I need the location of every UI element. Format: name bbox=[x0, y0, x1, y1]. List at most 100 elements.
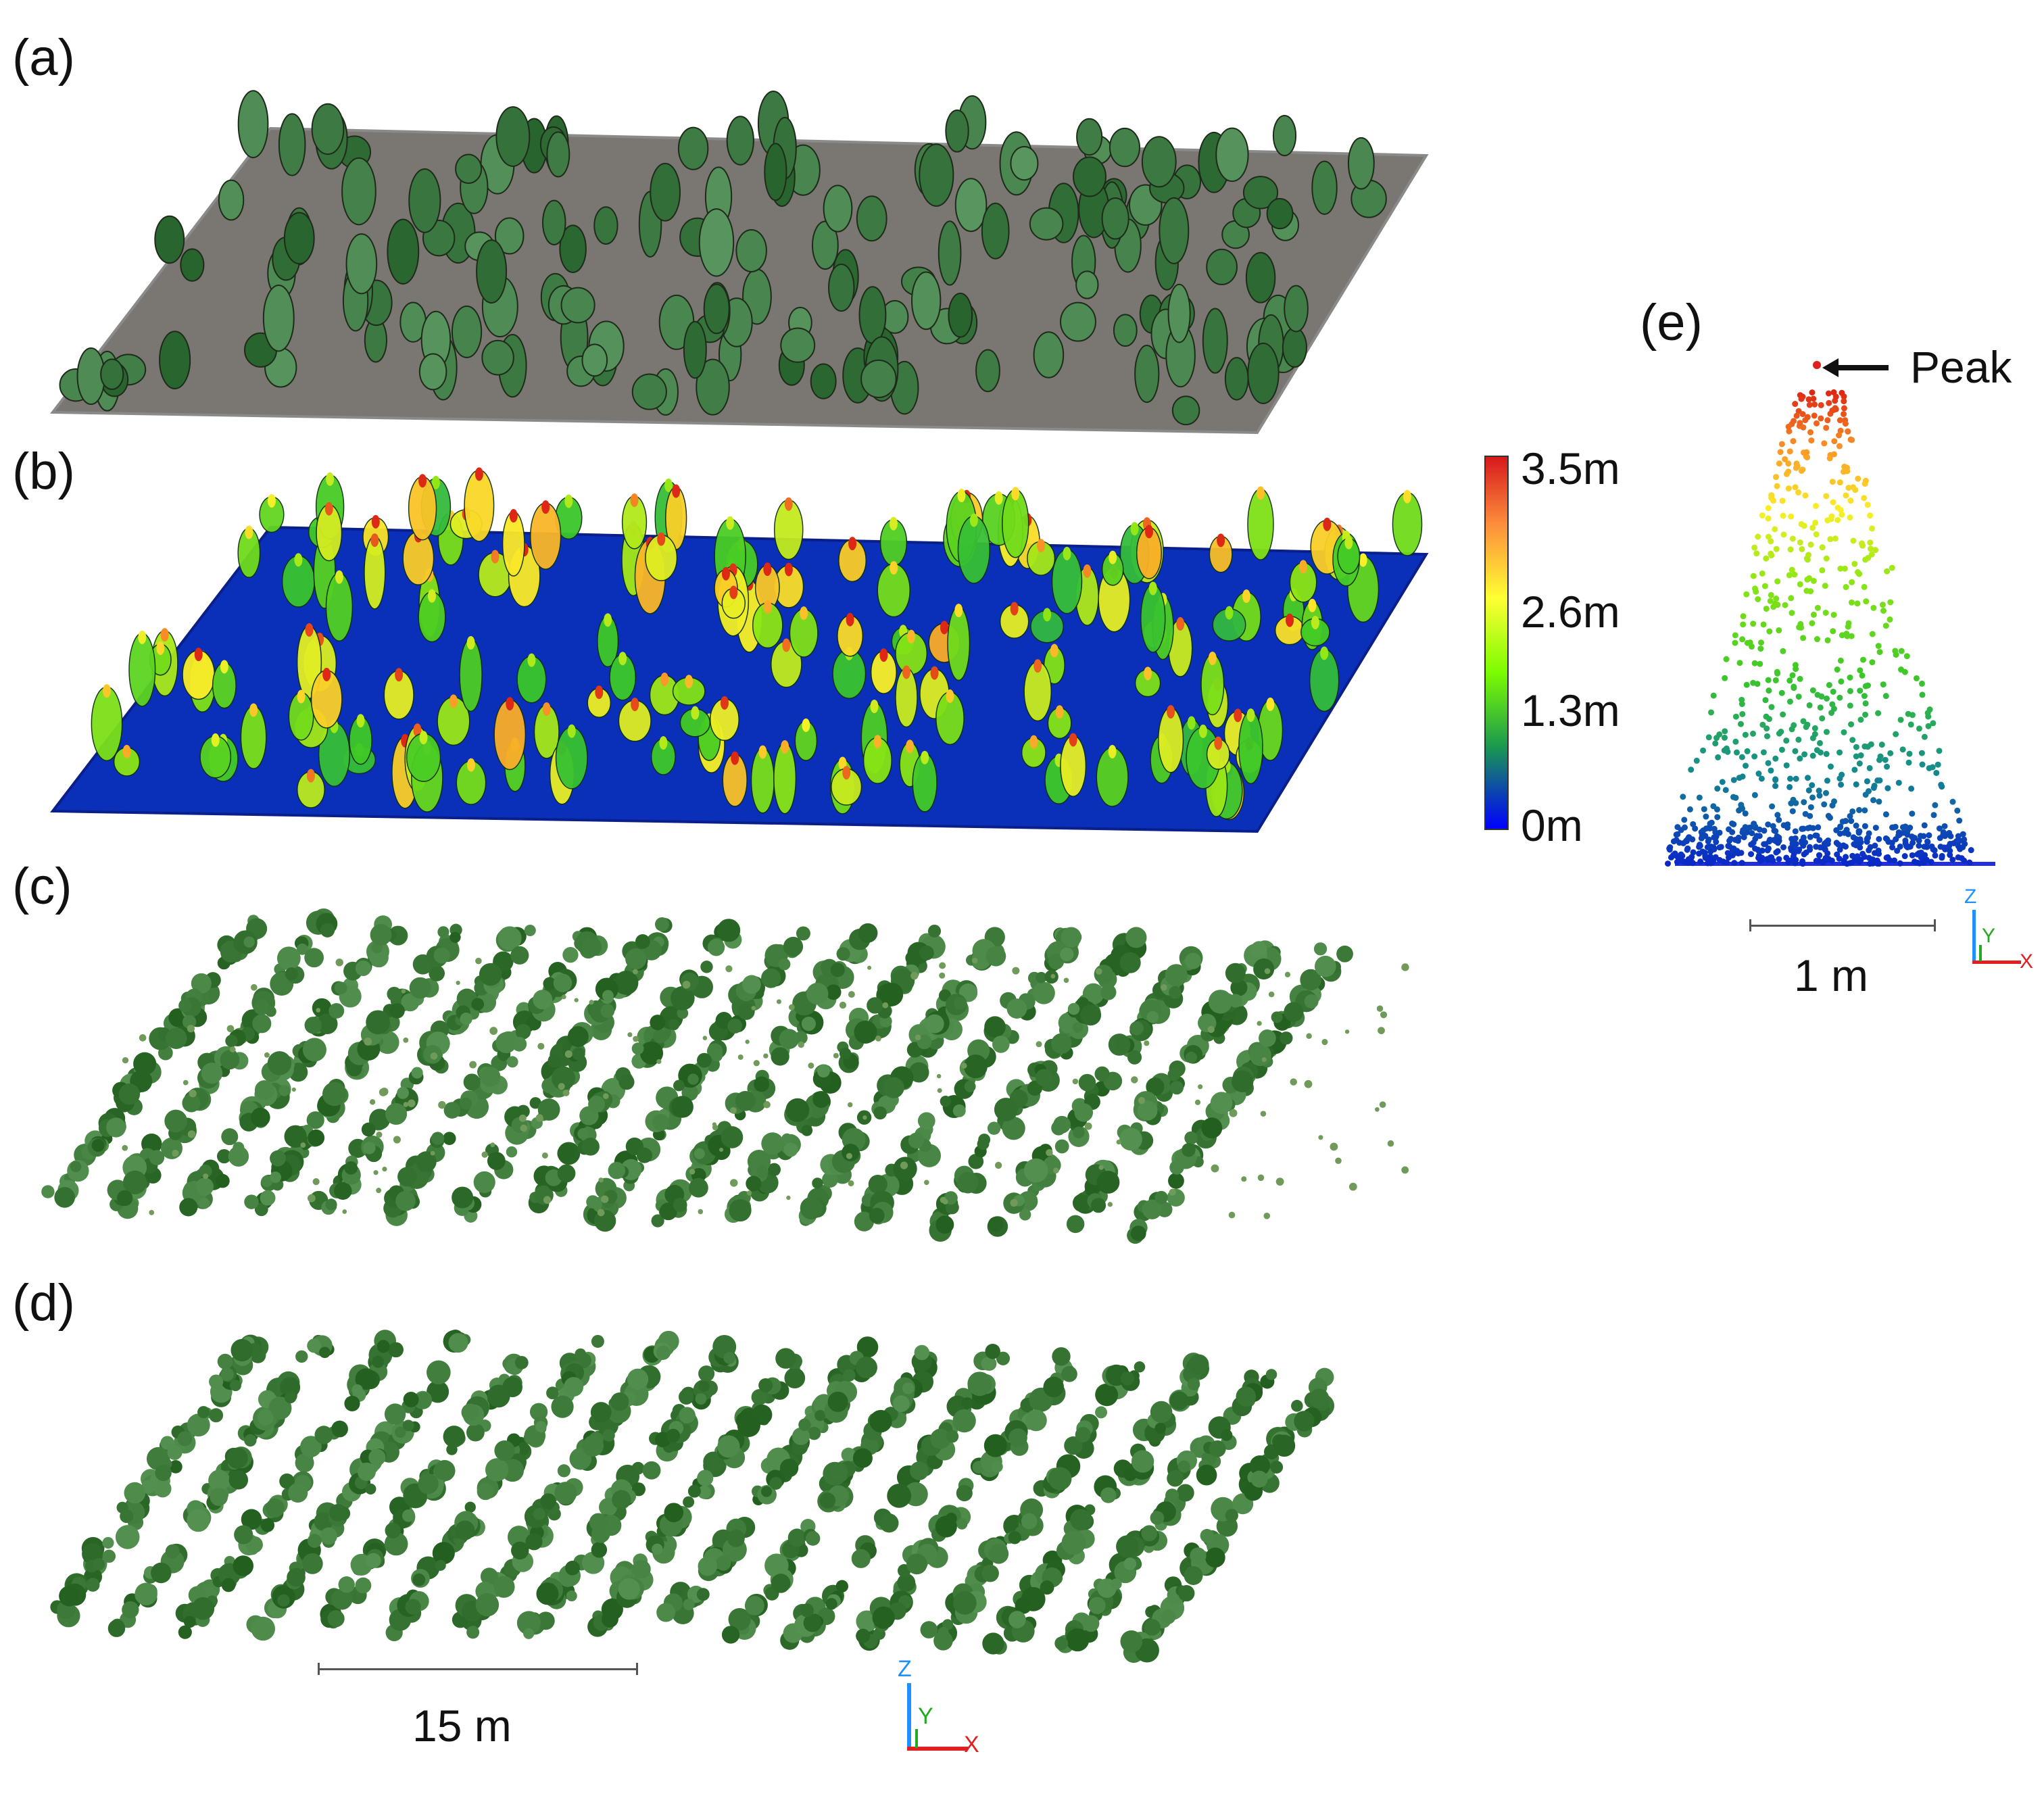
tree-crown bbox=[945, 110, 969, 153]
tree-point bbox=[577, 1128, 589, 1140]
profile-point bbox=[1843, 492, 1849, 499]
profile-point bbox=[1816, 739, 1823, 746]
profile-point bbox=[1768, 591, 1774, 598]
profile-point bbox=[1849, 579, 1855, 585]
profile-point bbox=[1866, 764, 1873, 771]
profile-point bbox=[1831, 438, 1838, 445]
profile-point bbox=[1681, 817, 1688, 823]
profile-point bbox=[1805, 825, 1811, 831]
profile-point bbox=[1809, 782, 1816, 789]
tree-point bbox=[322, 1082, 347, 1107]
profile-point bbox=[1855, 475, 1862, 482]
profile-point bbox=[1807, 812, 1814, 819]
axis-triad-detail: Z Y X bbox=[1960, 885, 2041, 973]
profile-point bbox=[1847, 674, 1853, 681]
tree-point bbox=[781, 1133, 793, 1144]
profile-point bbox=[1793, 666, 1799, 673]
profile-point bbox=[1813, 858, 1820, 865]
tree-point bbox=[783, 936, 804, 957]
tree-point bbox=[812, 1090, 830, 1109]
tree-point bbox=[515, 1023, 531, 1040]
profile-point bbox=[1876, 835, 1882, 842]
tree-point bbox=[553, 973, 573, 992]
tree-point bbox=[602, 990, 614, 1002]
tree-top bbox=[921, 750, 929, 764]
profile-point bbox=[1871, 782, 1878, 789]
tree-point bbox=[636, 1147, 652, 1163]
tree-top bbox=[969, 513, 978, 527]
tree-point bbox=[409, 977, 431, 999]
tree-point bbox=[806, 982, 829, 1005]
profile-point bbox=[1779, 497, 1786, 504]
profile-point bbox=[1880, 608, 1887, 614]
tree-point bbox=[325, 1198, 337, 1211]
tree-point bbox=[631, 1042, 644, 1055]
tree-top bbox=[431, 475, 440, 489]
tree-point bbox=[387, 986, 402, 1002]
profile-point bbox=[1843, 584, 1849, 591]
profile-point bbox=[1841, 405, 1847, 412]
profile-point bbox=[1902, 823, 1909, 830]
profile-point bbox=[1760, 749, 1767, 756]
profile-point bbox=[1949, 798, 1956, 805]
tree-top bbox=[1010, 602, 1019, 616]
profile-point bbox=[1814, 604, 1821, 611]
tree-crown bbox=[1075, 270, 1099, 299]
tree-point bbox=[344, 1161, 358, 1175]
tree-point bbox=[220, 1050, 240, 1070]
tree-point bbox=[276, 946, 301, 971]
profile-point bbox=[1772, 755, 1779, 762]
profile-point bbox=[1740, 621, 1747, 628]
profile-point bbox=[1795, 736, 1802, 743]
tree-point bbox=[397, 1086, 410, 1099]
profile-point bbox=[1857, 716, 1864, 723]
tree-crown bbox=[1167, 283, 1191, 343]
profile-point bbox=[1777, 449, 1784, 456]
tree-point bbox=[817, 1065, 830, 1078]
profile-point bbox=[1856, 760, 1863, 767]
tree-point bbox=[651, 1214, 664, 1228]
profile-point bbox=[1696, 794, 1703, 801]
tree-top bbox=[466, 758, 475, 772]
tree-point bbox=[689, 1177, 708, 1198]
profile-point bbox=[1858, 540, 1865, 547]
tree-top bbox=[930, 666, 939, 680]
profile-point bbox=[1693, 757, 1700, 764]
profile-point bbox=[1866, 847, 1872, 854]
profile-point bbox=[1757, 858, 1763, 865]
tree-point bbox=[551, 1066, 576, 1090]
tree-point bbox=[812, 1177, 823, 1189]
profile-point bbox=[1795, 489, 1802, 496]
tree-point bbox=[449, 931, 461, 943]
tree-point bbox=[459, 1097, 472, 1110]
tree-top bbox=[731, 751, 739, 765]
profile-point bbox=[1807, 541, 1814, 548]
profile-point bbox=[1743, 681, 1750, 688]
profile-point bbox=[1724, 859, 1730, 866]
tree-point bbox=[495, 1031, 517, 1054]
tree-top bbox=[848, 537, 857, 551]
profile-point bbox=[1748, 851, 1755, 858]
tree-crown bbox=[560, 287, 595, 324]
tree-point bbox=[165, 1027, 187, 1049]
tree-top bbox=[879, 648, 888, 662]
profile-point bbox=[1824, 777, 1830, 784]
tree-top bbox=[890, 561, 898, 575]
profile-point bbox=[1807, 833, 1814, 840]
profile-point bbox=[1798, 625, 1805, 631]
profile-point bbox=[1829, 479, 1836, 485]
profile-point bbox=[1774, 578, 1781, 585]
profile-point bbox=[1839, 818, 1846, 825]
tree-point bbox=[567, 1026, 589, 1048]
profile-point bbox=[1790, 438, 1797, 445]
profile-point bbox=[1780, 711, 1786, 718]
tree-crown bbox=[810, 363, 837, 399]
profile-point bbox=[1766, 716, 1773, 723]
tree-point bbox=[778, 958, 791, 971]
tree-top bbox=[763, 562, 772, 577]
tree-top bbox=[763, 600, 772, 614]
profile-point bbox=[1849, 852, 1856, 859]
profile-point bbox=[1851, 560, 1858, 567]
tree-top bbox=[664, 479, 673, 493]
